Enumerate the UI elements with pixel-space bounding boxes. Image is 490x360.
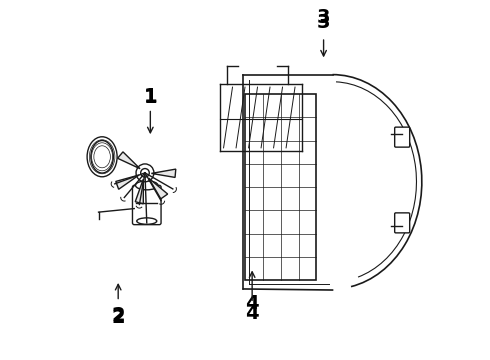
Polygon shape — [151, 169, 176, 177]
Ellipse shape — [87, 137, 117, 177]
Text: 3: 3 — [317, 8, 330, 27]
FancyBboxPatch shape — [245, 94, 317, 280]
Polygon shape — [118, 152, 140, 169]
Text: 4: 4 — [245, 305, 259, 323]
Text: 4: 4 — [245, 294, 259, 313]
FancyBboxPatch shape — [394, 213, 410, 233]
FancyBboxPatch shape — [132, 185, 161, 225]
Text: 1: 1 — [144, 86, 157, 105]
Polygon shape — [135, 179, 144, 204]
Ellipse shape — [137, 218, 157, 224]
Text: 2: 2 — [111, 308, 125, 327]
FancyBboxPatch shape — [394, 127, 410, 147]
Text: 2: 2 — [111, 306, 125, 325]
Ellipse shape — [91, 140, 113, 173]
Polygon shape — [148, 178, 168, 199]
Text: 1: 1 — [144, 88, 157, 107]
Text: 3: 3 — [317, 13, 330, 32]
Circle shape — [141, 168, 149, 177]
Circle shape — [136, 164, 154, 182]
Polygon shape — [116, 175, 139, 189]
Ellipse shape — [136, 181, 158, 190]
